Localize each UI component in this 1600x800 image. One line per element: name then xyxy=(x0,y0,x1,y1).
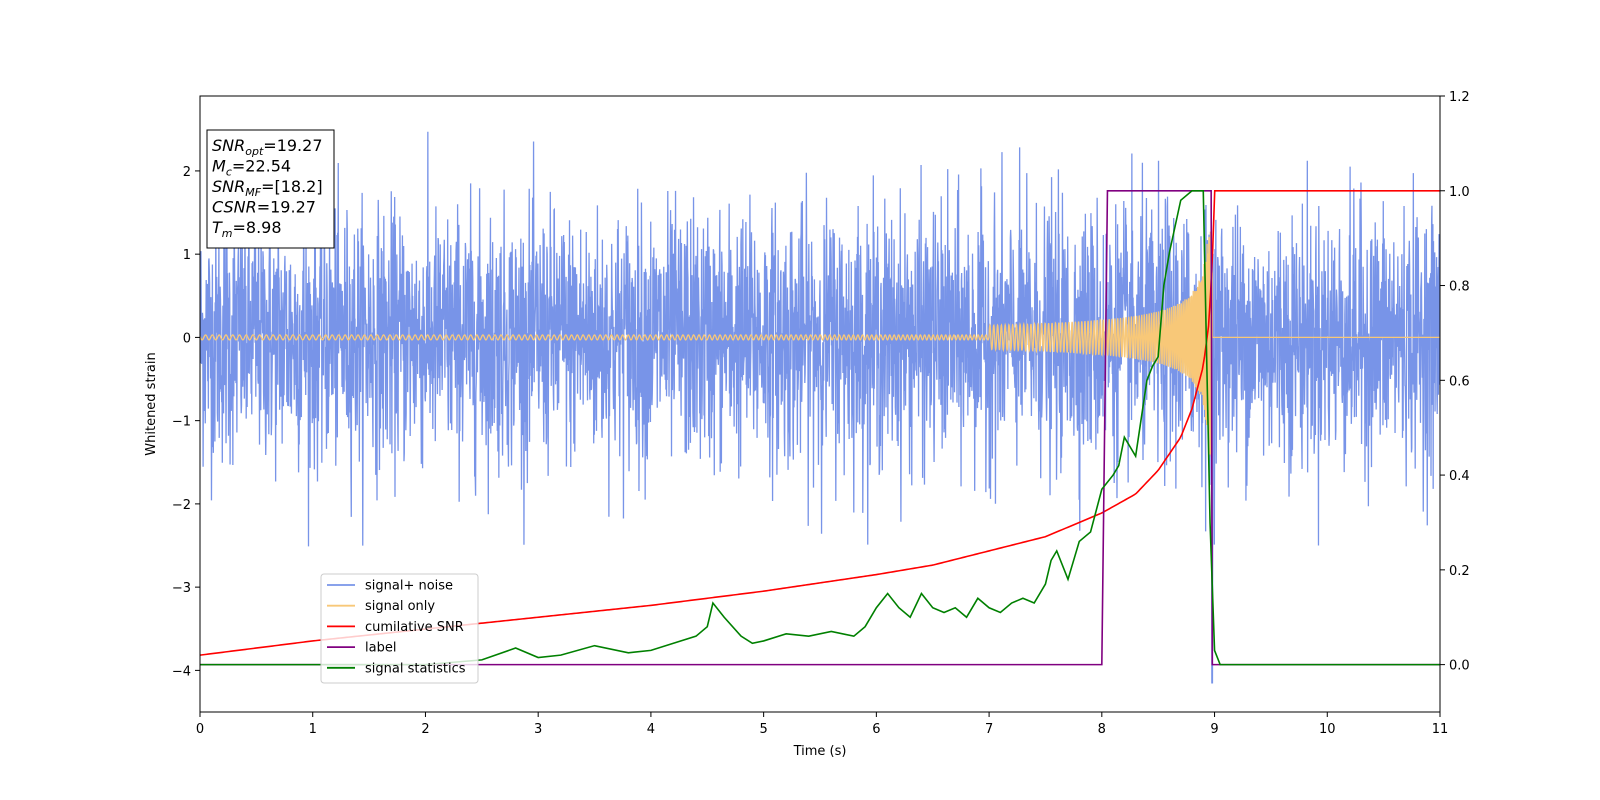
y-axis-label: Whitened strain xyxy=(144,352,159,455)
x-tick-label: 9 xyxy=(1210,722,1218,737)
x-tick-label: 4 xyxy=(647,722,655,737)
x-tick-label: 2 xyxy=(421,722,429,737)
annotation-box: SNRopt=19.27Mc=22.54SNRMF=[18.2]CSNR=19.… xyxy=(206,129,335,249)
y-tick-label: 0 xyxy=(183,331,191,346)
annotation-line: CSNR=19.27 xyxy=(212,198,316,217)
annotation-line: Mc=22.54 xyxy=(212,157,291,179)
x-tick-label: 1 xyxy=(309,722,317,737)
x-axis-label: Time (s) xyxy=(793,744,847,759)
legend-entry: cumilative SNR xyxy=(365,620,464,635)
series-signal-noise-line xyxy=(200,131,1440,684)
legend-entry: label xyxy=(365,641,396,656)
y-tick-label: −4 xyxy=(172,664,191,679)
series-signal-only-line xyxy=(200,231,1440,457)
x-tick-label: 5 xyxy=(759,722,767,737)
series-signal-statistics-line xyxy=(200,189,1440,666)
y-tick-label: −1 xyxy=(172,415,191,430)
y-tick-label: 1 xyxy=(183,248,191,263)
x-tick-label: 3 xyxy=(534,722,542,737)
x-tick-label: 11 xyxy=(1432,722,1449,737)
x-tick-label: 7 xyxy=(985,722,993,737)
legend: signal+ noise signal only cumilative SNR la… xyxy=(320,573,479,684)
y2-tick-label: 0.8 xyxy=(1449,280,1470,295)
annotation-line: Tm=8.98 xyxy=(212,218,282,240)
y2-tick-label: 0.0 xyxy=(1449,659,1470,674)
annotation-frame xyxy=(206,129,335,249)
y-axis-left: −4 −3 −2 −1 0 1 2 xyxy=(172,165,200,679)
legend-entry: signal statistics xyxy=(365,661,466,676)
axes-frame xyxy=(199,95,1441,713)
annotation-line: SNRopt=19.27 xyxy=(212,136,323,158)
y-tick-label: −2 xyxy=(172,498,191,513)
y-tick-label: −3 xyxy=(172,581,191,596)
x-axis: 0 1 2 3 4 5 6 7 8 9 10 11 xyxy=(196,712,1448,737)
y2-tick-label: 1.0 xyxy=(1449,185,1470,200)
y2-tick-label: 0.2 xyxy=(1449,564,1470,579)
legend-entry: signal only xyxy=(365,599,435,614)
legend-entry: signal+ noise xyxy=(365,579,453,594)
x-tick-label: 10 xyxy=(1319,722,1336,737)
x-tick-label: 6 xyxy=(872,722,880,737)
x-tick-label: 0 xyxy=(196,722,204,737)
y2-tick-label: 0.4 xyxy=(1449,469,1470,484)
y2-tick-label: 1.2 xyxy=(1449,90,1470,105)
annotation-line: SNRMF=[18.2] xyxy=(212,177,323,199)
y2-tick-label: 0.6 xyxy=(1449,374,1470,389)
y-tick-label: 2 xyxy=(183,165,191,180)
legend-frame xyxy=(320,573,479,684)
y-axis-right: 0.0 0.2 0.4 0.6 0.8 1.0 1.2 xyxy=(1440,90,1470,674)
x-tick-label: 8 xyxy=(1098,722,1106,737)
